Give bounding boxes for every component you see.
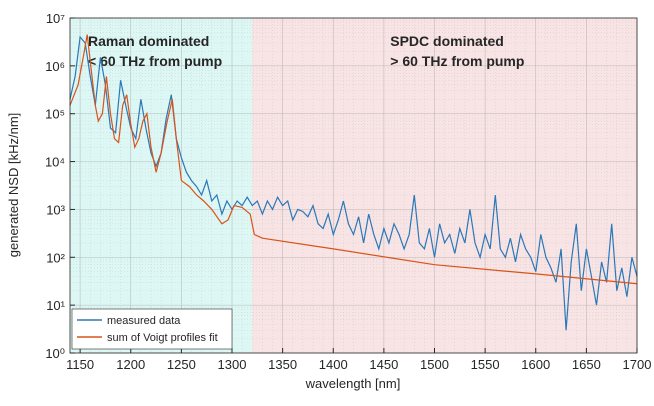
x-tick-label: 1550 <box>471 357 500 372</box>
x-tick-label: 1450 <box>369 357 398 372</box>
x-tick-label: 1600 <box>521 357 550 372</box>
y-tick-label: 10³ <box>46 202 65 217</box>
y-tick-label: 10¹ <box>46 298 65 313</box>
x-tick-label: 1250 <box>167 357 196 372</box>
y-tick-label: 10⁰ <box>45 346 65 361</box>
y-tick-label: 10⁷ <box>46 11 65 26</box>
x-tick-label: 1150 <box>66 357 94 372</box>
annotation: > 60 THz from pump <box>390 53 524 69</box>
x-tick-label: 1700 <box>623 357 652 372</box>
x-tick-label: 1200 <box>116 357 145 372</box>
series-line <box>69 34 638 285</box>
y-tick-label: 10⁶ <box>45 59 65 74</box>
annotation: < 60 THz from pump <box>88 53 222 69</box>
x-tick-label: 1650 <box>572 357 601 372</box>
legend-label: measured data <box>107 315 181 327</box>
y-tick-label: 10⁵ <box>45 107 65 122</box>
series-line <box>69 35 638 331</box>
x-tick-label: 1350 <box>268 357 297 372</box>
x-axis-label: wavelength [nm] <box>305 376 401 391</box>
legend-box <box>71 308 233 350</box>
axes-box <box>69 17 638 354</box>
annotation: SPDC dominated <box>390 33 504 49</box>
annotation: Raman dominated <box>88 33 209 49</box>
y-tick-label: 10⁴ <box>45 155 65 170</box>
x-tick-label: 1300 <box>218 357 247 372</box>
legend-label: sum of Voigt profiles fit <box>107 332 218 344</box>
x-tick-label: 1400 <box>319 357 348 372</box>
y-axis-label: generated NSD [kHz/nm] <box>6 113 21 258</box>
x-tick-label: 1500 <box>420 357 449 372</box>
y-tick-label: 10² <box>46 250 65 265</box>
